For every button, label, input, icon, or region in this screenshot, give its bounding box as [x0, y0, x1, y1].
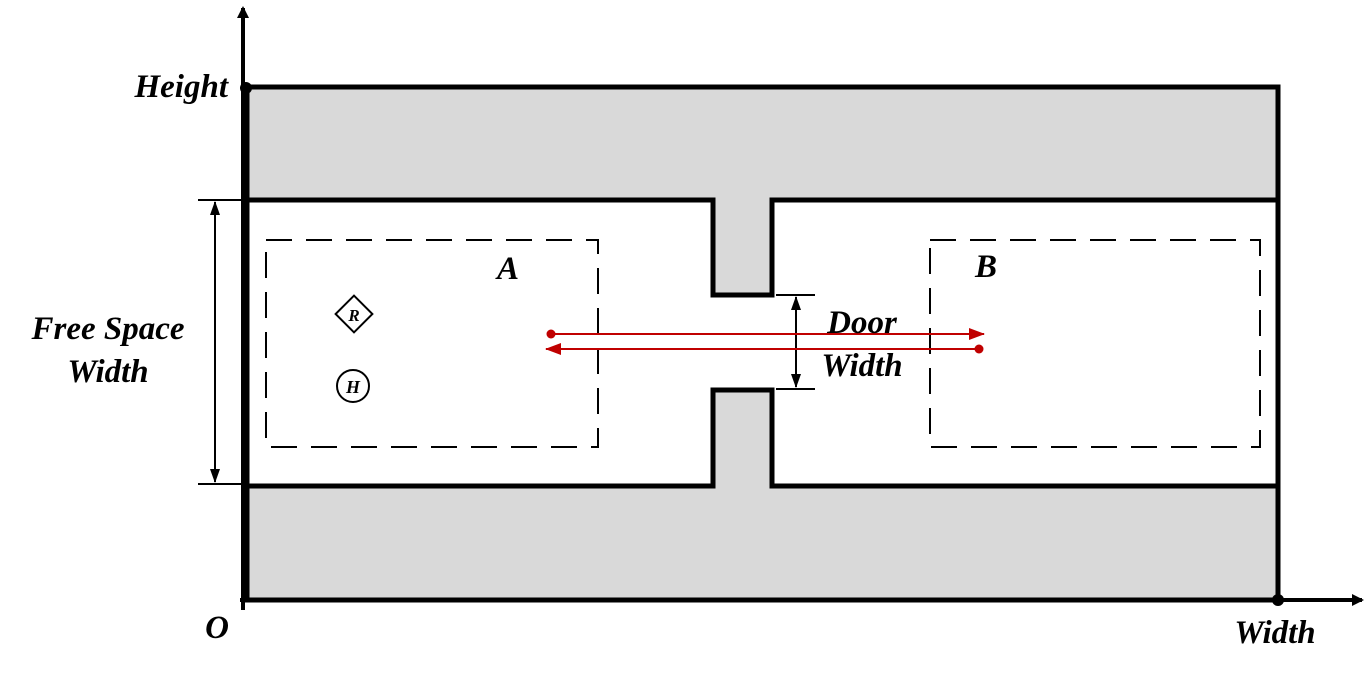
region-a-label: A [495, 251, 519, 287]
human-circle-icon [336, 369, 370, 403]
height-marker-dot [240, 82, 252, 94]
bottom-wall [244, 387, 1281, 603]
robot-marker: R [334, 294, 374, 334]
height-axis-label: Height [133, 69, 228, 105]
robot-diamond-icon [334, 294, 374, 334]
human-label: H [345, 377, 361, 397]
human-marker: H [336, 369, 370, 403]
door-width-label-line1: Door [826, 305, 898, 341]
width-axis-label: Width [1234, 615, 1315, 651]
free-space-label-line1: Free Space [30, 311, 184, 347]
region-b-label: B [974, 249, 997, 285]
region-b-box [929, 239, 1261, 448]
region-a-box [265, 239, 599, 448]
free-space-label-line2: Width [67, 354, 148, 390]
path-start-dot-a [546, 329, 556, 339]
path-start-dot-b [974, 344, 984, 354]
robot-label: R [347, 306, 359, 325]
origin-label: O [205, 610, 229, 646]
width-marker-dot [1272, 594, 1284, 606]
top-wall [244, 84, 1281, 298]
door-width-label-line2: Width [821, 348, 902, 384]
